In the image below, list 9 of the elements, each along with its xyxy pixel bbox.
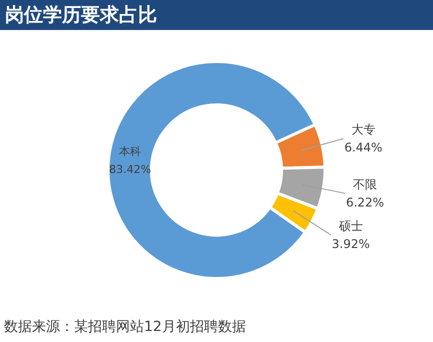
slice-label: 大专	[351, 122, 376, 137]
slice-label: 硕士	[338, 218, 363, 233]
data-label: 3.92%	[332, 236, 370, 251]
data-label: 6.22%	[346, 195, 384, 210]
chart-title: 岗位学历要求占比	[5, 3, 157, 27]
source-note: 数据来源：某招聘网站12月初招聘数据	[4, 318, 246, 336]
data-label: 6.44%	[344, 140, 382, 155]
slice-label: 不限	[353, 177, 378, 192]
slice-label: 本科	[119, 145, 142, 158]
